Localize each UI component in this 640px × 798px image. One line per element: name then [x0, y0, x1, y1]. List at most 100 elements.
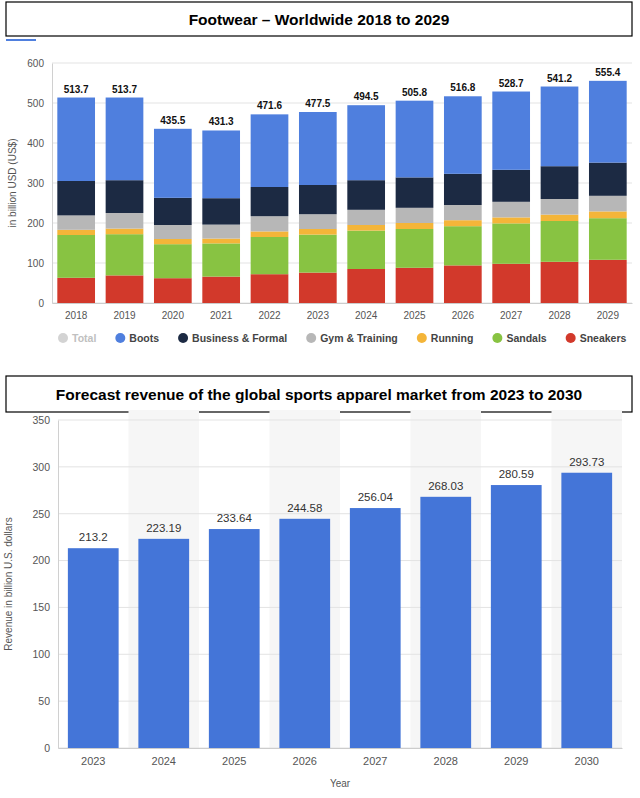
y-tick: 500	[27, 98, 52, 109]
legend-entry: Running	[417, 332, 474, 344]
legend-label: Sneakers	[580, 332, 627, 344]
data-label: 293.73	[569, 456, 604, 468]
y-tick: 250	[32, 508, 58, 520]
y-tick: 300	[32, 461, 58, 473]
y-tick-label: 50	[38, 695, 50, 707]
y-tick-label: 300	[32, 461, 50, 473]
bar-segment	[444, 96, 482, 174]
total-label: 555.4	[595, 67, 620, 78]
bar-segment	[541, 199, 579, 215]
y-tick-label: 300	[27, 178, 44, 189]
x-tick-label: 2029	[504, 755, 528, 767]
total-label: 431.3	[209, 116, 234, 127]
y-tick-label: 600	[27, 58, 44, 69]
total-label: 505.8	[402, 87, 427, 98]
bars	[68, 473, 612, 748]
bar-segment	[444, 205, 482, 220]
bar-segment	[492, 217, 530, 223]
legend-swatch	[492, 333, 502, 343]
page: Footwear – Worldwide 2018 to 2029 0 100 200…	[0, 0, 640, 798]
data-label: 268.03	[428, 480, 463, 492]
y-tick-label: 100	[27, 258, 44, 269]
x-tick: 2023	[307, 310, 330, 321]
x-tick-label: 2028	[434, 755, 458, 767]
bar-segment	[396, 229, 434, 268]
x-tick: 2025	[403, 310, 426, 321]
bar-segment	[251, 231, 289, 237]
y-tick-label: 400	[27, 138, 44, 149]
y-tick-label: 150	[32, 601, 50, 613]
x-tick-label: 2021	[210, 310, 233, 321]
x-axis-line	[53, 303, 633, 304]
total-label: 477.5	[305, 98, 330, 109]
bar-segment	[541, 166, 579, 199]
bar-segment	[202, 243, 240, 276]
bar-segment	[106, 180, 144, 213]
y-tick-label: 0	[44, 742, 50, 754]
bar-segment	[492, 170, 530, 202]
bar	[279, 519, 330, 748]
x-tick: 2020	[162, 310, 185, 321]
column-bands	[129, 410, 623, 748]
x-tick-label: 2020	[162, 310, 185, 321]
bar	[138, 539, 189, 748]
x-tick-label: 2026	[452, 310, 475, 321]
x-tick: 2026	[293, 755, 317, 767]
data-label: 280.59	[499, 468, 534, 480]
total-label: 513.7	[64, 84, 89, 95]
legend-swatch	[178, 333, 188, 343]
bar-segment	[541, 221, 579, 262]
y-tick: 350	[32, 414, 58, 426]
title-box: Forecast revenue of the global sports ap…	[6, 376, 632, 412]
x-tick-label: 2023	[81, 755, 105, 767]
bar-segment	[492, 223, 530, 263]
chart-title: Footwear – Worldwide 2018 to 2029	[189, 11, 450, 28]
x-tick: 2022	[258, 310, 281, 321]
total-label: 528.7	[499, 78, 524, 89]
x-tick: 2024	[355, 310, 378, 321]
bar-segment	[106, 275, 144, 303]
y-tick: 200	[32, 554, 58, 566]
canvas: Footwear – Worldwide 2018 to 2029 0 100 200…	[0, 0, 640, 798]
bar-segment	[541, 262, 579, 303]
y-tick: 0	[38, 298, 52, 309]
bar-segment	[57, 235, 95, 278]
bar-segment	[589, 163, 627, 196]
bar-segment	[251, 216, 289, 231]
y-tick: 100	[27, 258, 52, 269]
legend-swatch	[417, 333, 427, 343]
x-tick: 2030	[575, 755, 599, 767]
legend-entry: Total	[58, 332, 96, 344]
bar-segment	[589, 218, 627, 260]
title-box: Footwear – Worldwide 2018 to 2029	[6, 2, 632, 36]
legend-label: Running	[431, 332, 474, 344]
title-frame	[6, 2, 632, 36]
bar-segment	[154, 198, 192, 225]
bar	[420, 497, 471, 748]
x-tick-label: 2024	[152, 755, 176, 767]
bar-segment	[299, 214, 337, 229]
bar-segment	[492, 202, 530, 218]
bar-segment	[492, 92, 530, 170]
x-tick-label: 2022	[258, 310, 281, 321]
legend-entry: Sandals	[492, 332, 546, 344]
x-tick-label: 2028	[548, 310, 571, 321]
bar-segment	[444, 226, 482, 265]
bar	[491, 485, 542, 748]
bar-segment	[444, 265, 482, 303]
bar-segment	[347, 231, 385, 269]
bar-segment	[444, 174, 482, 205]
bar-segment	[396, 177, 434, 207]
bar-segment	[57, 98, 95, 181]
total-label: 516.8	[450, 82, 475, 93]
bar-segment	[106, 234, 144, 275]
bars	[57, 81, 626, 303]
bar-segment	[299, 229, 337, 235]
data-label: 244.58	[287, 502, 322, 514]
x-axis: 20232024202520262027202820292030	[59, 749, 623, 767]
bar	[68, 548, 119, 748]
legend-label: Gym & Training	[320, 332, 398, 344]
legend-entry: Gym & Training	[306, 332, 398, 344]
legend-label: Boots	[129, 332, 159, 344]
bar-segment	[154, 239, 192, 244]
